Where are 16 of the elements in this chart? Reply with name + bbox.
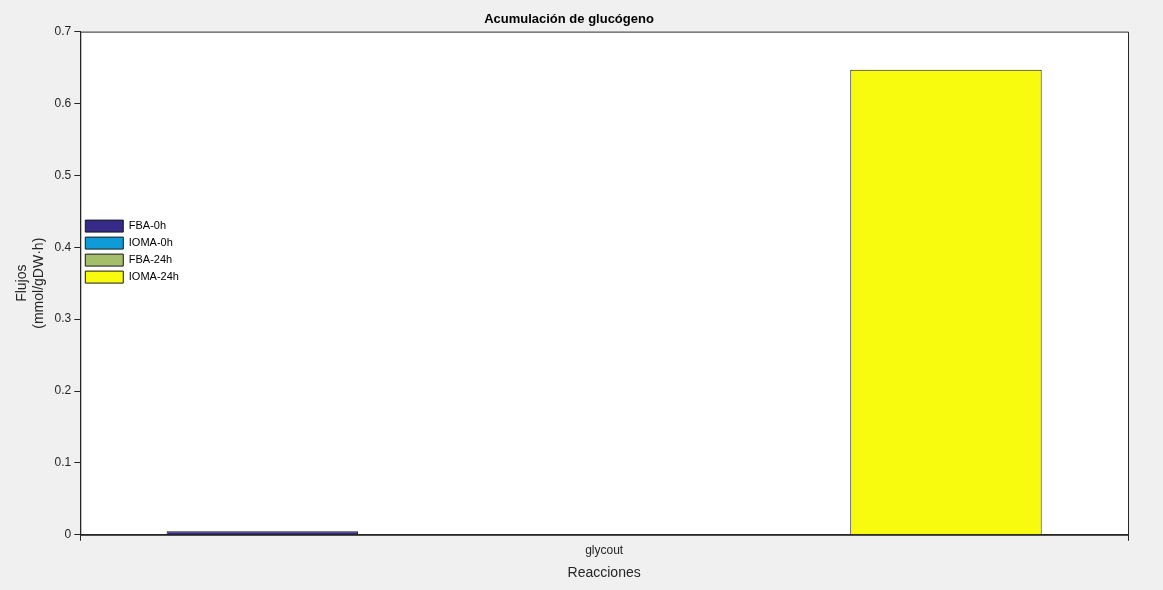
- y-tick-label: 0.6: [54, 95, 72, 110]
- y-tick-label: 0.5: [54, 167, 72, 182]
- y-tick-label: 0.1: [54, 455, 72, 470]
- legend-label: FBA-0h: [128, 219, 167, 232]
- y-tick-label: 0.3: [54, 311, 72, 326]
- y-tick-label: 0.4: [54, 239, 72, 254]
- legend-label: FBA-24h: [128, 253, 173, 266]
- legend-label: IOMA-0h: [128, 236, 173, 249]
- y-tick-label: 0.7: [54, 23, 72, 38]
- chart-title: Acumulación de glucógeno: [484, 11, 654, 27]
- y-axis-title: Flujos (mmol/gDW·h): [13, 237, 47, 329]
- x-axis-title: Reacciones: [567, 564, 641, 581]
- y-tick-label: 0: [64, 527, 72, 542]
- y-tick-label: 0.2: [54, 383, 72, 398]
- x-tick-label: glycout: [585, 543, 624, 558]
- legend-label: IOMA-24h: [128, 270, 179, 283]
